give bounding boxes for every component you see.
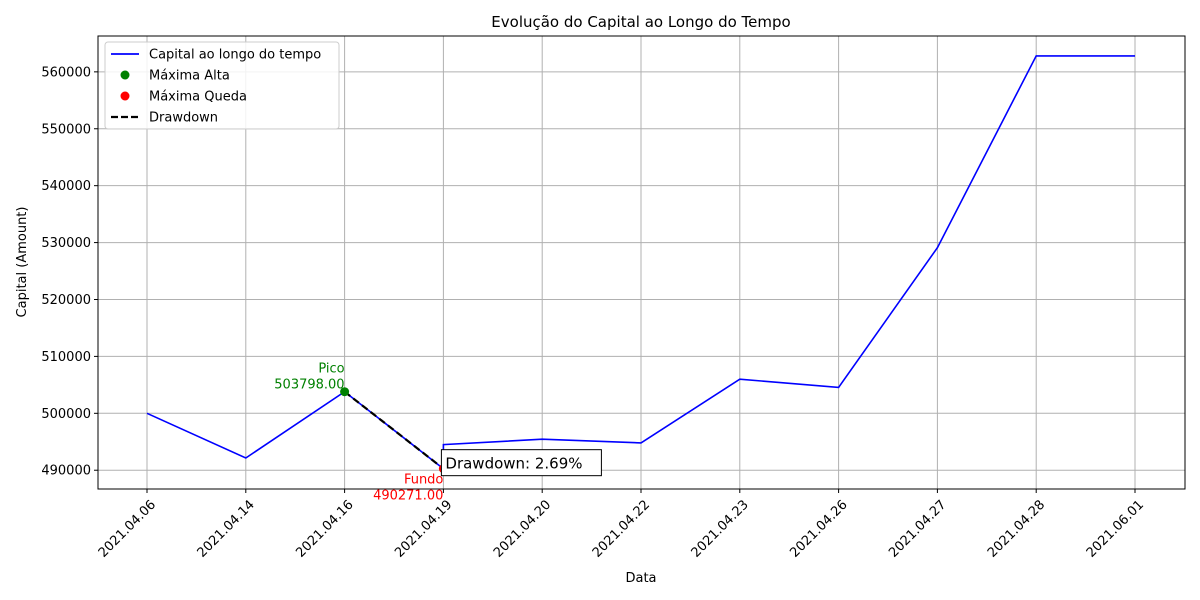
y-tick-label: 550000	[41, 122, 91, 137]
x-ticks: 2021.04.06 2021.04.14 2021.04.16 2021.04.19…	[96, 489, 1147, 561]
peak-label-title: Pico	[318, 362, 344, 377]
legend-item-capital-label: Capital ao longo do tempo	[149, 48, 321, 63]
legend-item-drawdown-label: Drawdown	[149, 111, 218, 126]
x-tick-label: 2021.06.01	[1084, 497, 1147, 560]
y-tick-label: 520000	[41, 293, 91, 308]
trough-label-value: 490271.00	[373, 489, 443, 504]
x-tick-label: 2021.04.19	[392, 497, 455, 560]
y-tick-label: 490000	[41, 464, 91, 479]
legend-item-maxima-alta-swatch	[120, 70, 130, 80]
chart-title: Evolução do Capital ao Longo do Tempo	[491, 13, 790, 31]
grid	[98, 36, 1185, 489]
legend: Capital ao longo do tempo Máxima Alta Máxi…	[104, 41, 340, 130]
x-tick-label: 2021.04.23	[689, 497, 752, 560]
legend-item-maxima-alta-label: Máxima Alta	[149, 69, 230, 84]
x-tick-label: 2021.04.14	[195, 497, 258, 560]
drawdown-box	[440, 449, 602, 477]
series-layer	[146, 55, 1135, 471]
x-tick-label: 2021.04.16	[293, 497, 356, 560]
y-axis-label: Capital (Amount)	[15, 207, 30, 318]
legend-item-maxima-queda-label: Máxima Queda	[149, 90, 247, 105]
trough-label-title: Fundo	[404, 473, 443, 488]
y-tick-label: 530000	[41, 236, 91, 251]
drawdown-text: Drawdown: 2.69%	[445, 455, 582, 473]
peak-marker	[340, 387, 350, 397]
peak-label-value: 503798.00	[274, 378, 344, 393]
legend-item-maxima-queda-swatch	[120, 91, 130, 101]
legend-box	[104, 41, 340, 130]
y-tick-label: 540000	[41, 179, 91, 194]
y-tick-label: 510000	[41, 350, 91, 365]
x-axis-label: Data	[625, 571, 656, 586]
x-tick-label: 2021.04.27	[886, 497, 949, 560]
x-tick-label: 2021.04.22	[590, 497, 653, 560]
x-tick-label: 2021.04.28	[985, 497, 1048, 560]
x-tick-label: 2021.04.20	[491, 497, 554, 560]
drawdown-line	[343, 390, 445, 470]
x-tick-label: 2021.04.26	[787, 497, 850, 560]
y-tick-label: 560000	[41, 65, 91, 80]
series-line-capital	[146, 55, 1135, 471]
x-tick-label: 2021.04.06	[96, 497, 159, 560]
y-tick-label: 500000	[41, 407, 91, 422]
y-ticks: 490000 500000 510000 520000 530000 540000 5500…	[41, 65, 98, 479]
